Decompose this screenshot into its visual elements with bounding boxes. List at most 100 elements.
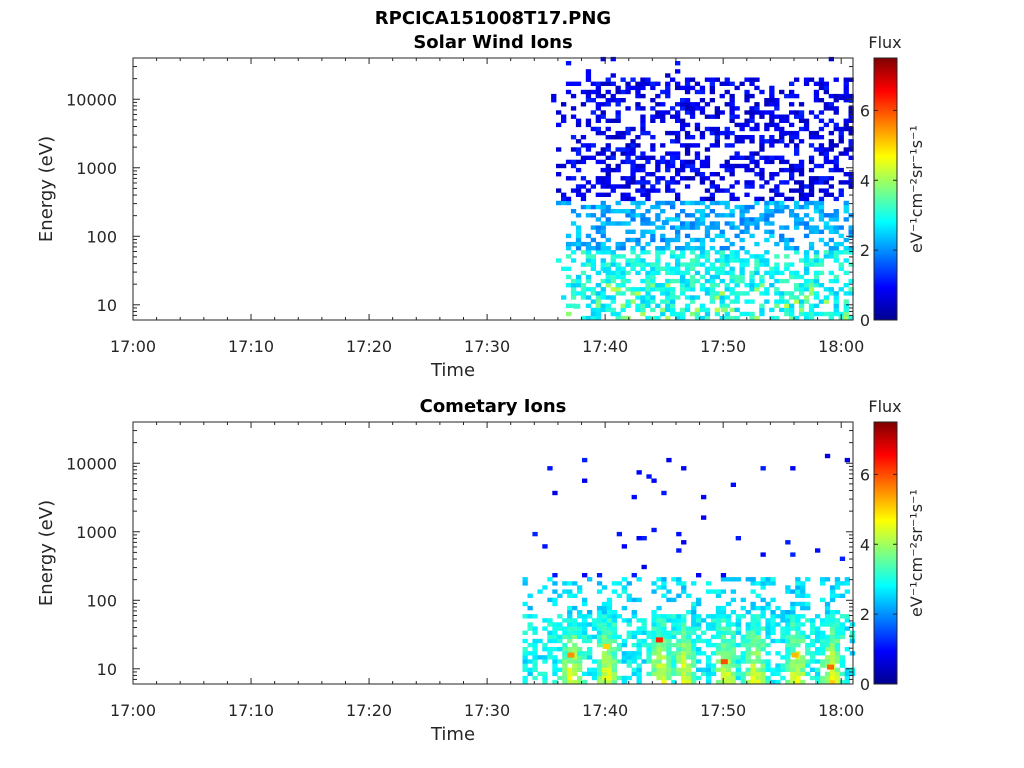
heatmap-cell (606, 143, 611, 147)
heatmap-cell (785, 659, 790, 663)
heatmap-cell (596, 230, 601, 234)
heatmap-cell (805, 635, 810, 639)
heatmap-cell (774, 299, 779, 303)
heatmap-cell (731, 651, 736, 655)
heatmap-cell (681, 676, 686, 680)
heatmap-cell (596, 308, 601, 312)
heatmap-cell (586, 250, 591, 254)
heatmap-cell (567, 631, 572, 635)
heatmap-cell (834, 246, 839, 250)
heatmap-cell (794, 213, 799, 217)
heatmap-cell (696, 573, 701, 577)
heatmap-cell (830, 594, 835, 598)
heatmap-cell (625, 176, 630, 180)
heatmap-cell (830, 659, 835, 663)
heatmap-cell (761, 668, 766, 672)
heatmap-cell (824, 213, 829, 217)
y-tick-label: 1000 (76, 159, 117, 178)
heatmap-cell (655, 160, 660, 164)
heatmap-cell (592, 659, 597, 663)
heatmap-cell (567, 647, 572, 651)
heatmap-cell (809, 287, 814, 291)
heatmap-cell (655, 271, 660, 275)
heatmap-cell (844, 82, 849, 86)
heatmap-cell (621, 98, 626, 102)
heatmap-cell (809, 135, 814, 139)
heatmap-cell (735, 225, 740, 229)
heatmap-cell (824, 193, 829, 197)
heatmap-cell (740, 164, 745, 168)
heatmap-cell (756, 659, 761, 663)
heatmap-cell (715, 184, 720, 188)
heatmap-cell (814, 147, 819, 151)
heatmap-cell (839, 168, 844, 172)
heatmap-cell (804, 279, 809, 283)
heatmap-cell (685, 147, 690, 151)
heatmap-cell (675, 225, 680, 229)
heatmap-cell (606, 135, 611, 139)
heatmap-cell (646, 643, 651, 647)
heatmap-cell (754, 217, 759, 221)
heatmap-cell (751, 577, 756, 581)
heatmap-cell (552, 639, 557, 643)
heatmap-cell (582, 672, 587, 676)
heatmap-cell (769, 160, 774, 164)
heatmap-cell (601, 94, 606, 98)
heatmap-cell (829, 106, 834, 110)
heatmap-cell (655, 225, 660, 229)
heatmap-cell (637, 631, 642, 635)
heatmap-cell (691, 626, 696, 630)
heatmap-cell (625, 258, 630, 262)
heatmap-cell (596, 106, 601, 110)
heatmap-cell (769, 275, 774, 279)
heatmap-cell (676, 614, 681, 618)
heatmap-cell (749, 180, 754, 184)
heatmap-cell (630, 291, 635, 295)
heatmap-cell (528, 672, 533, 676)
heatmap-cell (621, 78, 626, 82)
heatmap-cell (716, 594, 721, 598)
heatmap-cell (706, 639, 711, 643)
heatmap-cell (715, 127, 720, 131)
heatmap-cell (825, 659, 830, 663)
heatmap-cell (765, 622, 770, 626)
heatmap-cell (740, 271, 745, 275)
heatmap-cell (761, 606, 766, 610)
heatmap-cell (701, 651, 706, 655)
heatmap-cell (711, 589, 716, 593)
heatmap-cell (671, 614, 676, 618)
heatmap-cell (700, 86, 705, 90)
heatmap-cell (735, 279, 740, 283)
heatmap-cell (666, 635, 671, 639)
heatmap-cell (746, 622, 751, 626)
heatmap-cell (612, 676, 617, 680)
heatmap-cell (814, 254, 819, 258)
heatmap-cell (591, 262, 596, 266)
heatmap-cell (730, 102, 735, 106)
colorbar-unit-label: eV⁻¹cm⁻²sr⁻¹s⁻¹ (907, 125, 926, 253)
heatmap-cell (680, 164, 685, 168)
heatmap-cell (705, 258, 710, 262)
heatmap-cell (756, 643, 761, 647)
heatmap-cell (824, 221, 829, 225)
heatmap-cell (597, 631, 602, 635)
heatmap-cell (710, 209, 715, 213)
heatmap-cell (706, 589, 711, 593)
heatmap-cell (736, 618, 741, 622)
heatmap-cell (834, 127, 839, 131)
heatmap-cell (685, 201, 690, 205)
heatmap-cell (770, 598, 775, 602)
heatmap-cell (735, 86, 740, 90)
heatmap-cell (556, 110, 561, 114)
heatmap-cell (744, 90, 749, 94)
heatmap-cell (611, 151, 616, 155)
heatmap-cell (680, 250, 685, 254)
heatmap-cell (715, 110, 720, 114)
heatmap-cell (632, 610, 637, 614)
heatmap-cell (705, 164, 710, 168)
heatmap-cell (759, 279, 764, 283)
heatmap-cell (596, 82, 601, 86)
x-tick-label: 17:50 (700, 337, 746, 356)
heatmap-cell (744, 94, 749, 98)
heatmap-cell (784, 160, 789, 164)
